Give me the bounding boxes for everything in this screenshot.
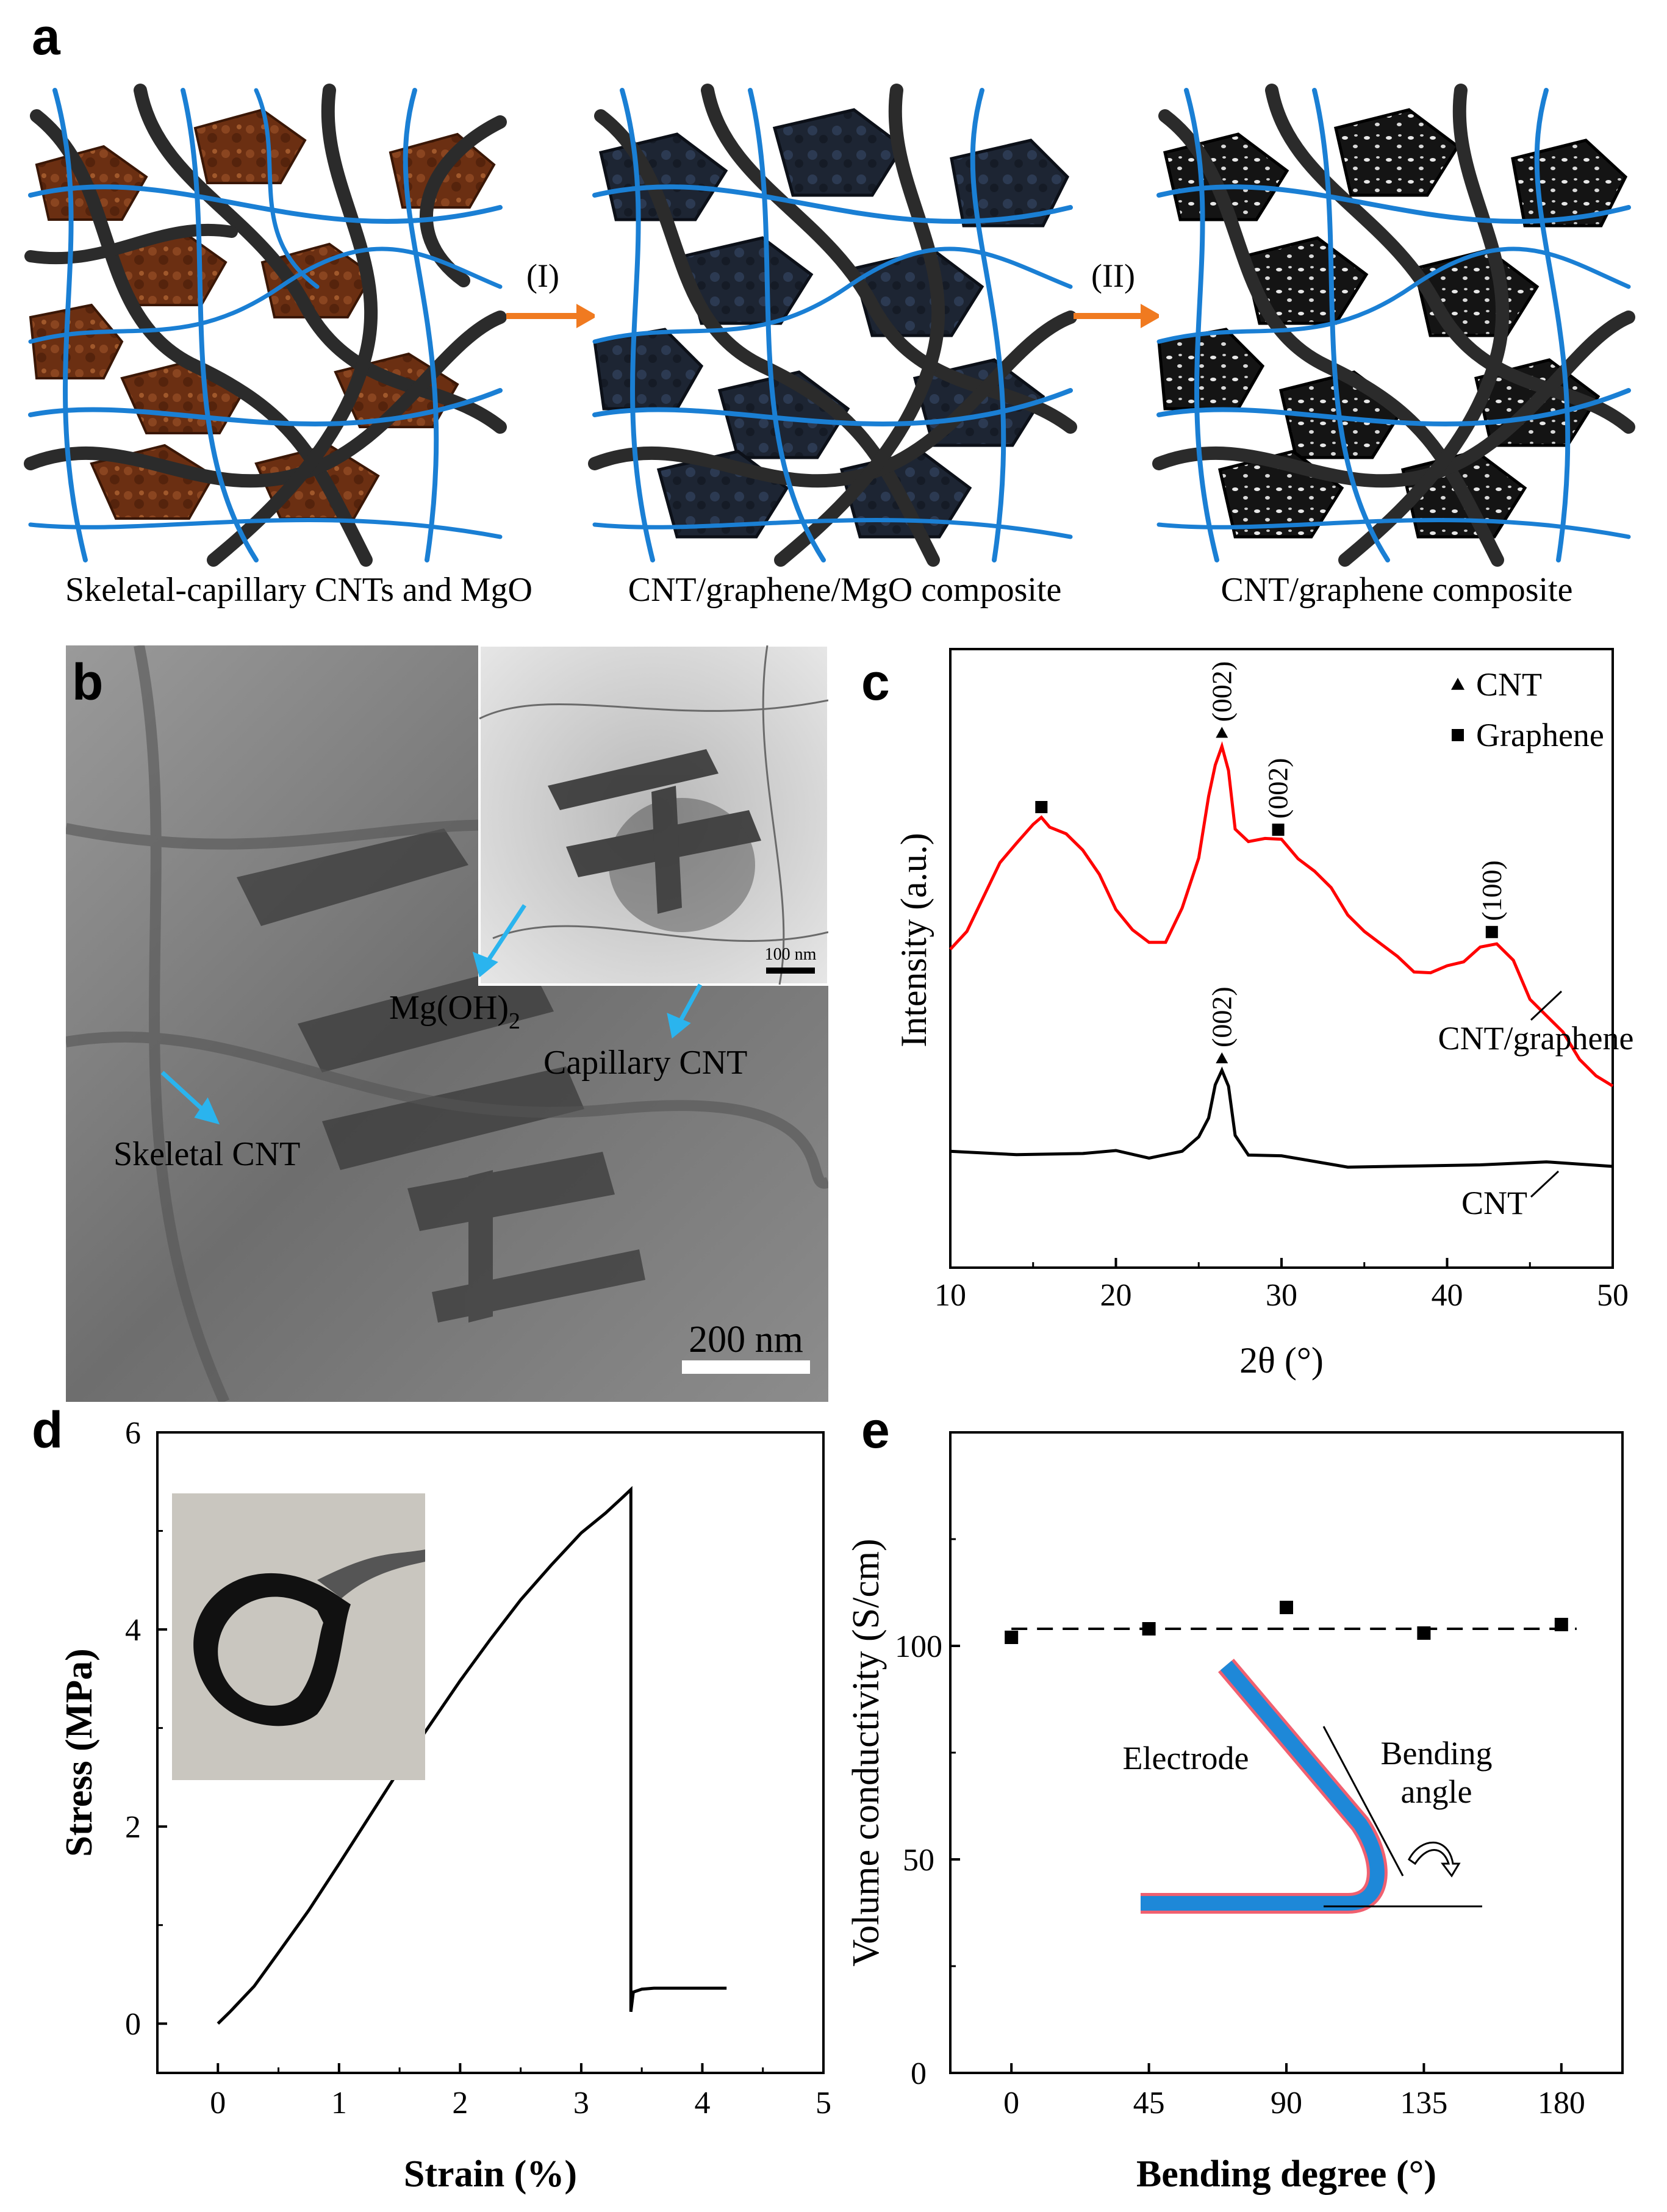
y-tick-label: 6 <box>125 1416 141 1451</box>
peak-label: (100) <box>1476 860 1507 921</box>
series-line-cnt <box>950 1066 1613 1169</box>
square-marker <box>1485 925 1498 938</box>
illustration-cnt-graphene <box>1152 84 1635 567</box>
series-label-cnt-graphene: CNT/graphene <box>1438 1020 1634 1057</box>
x-axis-label: 2θ (°) <box>1239 1340 1324 1381</box>
legend-label-graphene: Graphene <box>1476 717 1604 753</box>
series-label-pointer <box>1530 990 1563 1021</box>
x-tick-label: 20 <box>1100 1278 1132 1313</box>
panel-d-stress-strain-chart: 0 1 2 3 4 5 0 2 4 6 Strain (%) Stress (MPa) <box>59 1416 831 2195</box>
step-two-label: (II) <box>1091 257 1135 294</box>
y-tick-label: 100 <box>895 1629 942 1664</box>
caption-cnt-graphene: CNT/graphene composite <box>1221 571 1573 609</box>
y-tick-label: 2 <box>125 1810 141 1845</box>
mgoh2-label: Mg(OH)2 <box>389 989 520 1034</box>
data-point <box>1417 1626 1431 1640</box>
panel-e-conductivity-chart: 0 45 90 135 180 0 50 100 Bending degree (°) Volum… <box>848 1431 1624 2195</box>
panel-a-letter: a <box>32 8 60 65</box>
x-axis-label: Bending degree (°) <box>1136 2153 1436 2195</box>
x-tick-label: 40 <box>1432 1278 1463 1313</box>
step-one-label: (I) <box>526 257 559 294</box>
x-tick-label: 135 <box>1400 2086 1447 2120</box>
inset-photo <box>172 1493 425 1780</box>
tweezer-shape <box>317 1549 425 1598</box>
electrode-strip <box>1141 1661 1385 1911</box>
x-tick-label: 1 <box>331 2086 347 2120</box>
step-one-arrow <box>506 304 598 328</box>
data-point <box>1005 1631 1019 1644</box>
x-axis-label: Strain (%) <box>404 2153 577 2195</box>
x-tick-label: 45 <box>1133 2086 1165 2120</box>
y-axis-label: Stress (MPa) <box>59 1648 100 1856</box>
panel-b-letter: b <box>72 653 104 711</box>
film-loop-hole <box>218 1596 323 1706</box>
panel-d-letter: d <box>32 1401 63 1459</box>
y-axis-label: Intensity (a.u.) <box>894 833 934 1047</box>
main-scale-label: 200 nm <box>689 1319 803 1360</box>
panel-b-tem-image: 100 nm Mg(OH)2 Capillary CNT Skeletal CN… <box>66 645 828 1402</box>
legend-square-marker <box>1452 729 1464 741</box>
x-tick-label: 180 <box>1538 2086 1585 2120</box>
data-point <box>1554 1618 1568 1631</box>
peak-label: (002) <box>1263 758 1294 819</box>
angle-arrow-icon <box>1408 1841 1461 1878</box>
panel-c-xrd-chart: 10 20 30 40 50 2θ (°) Intensity (a.u.) (002) (00… <box>894 648 1634 1381</box>
x-tick-label: 2 <box>452 2086 468 2120</box>
peak-label: (002) <box>1206 986 1237 1047</box>
data-point <box>1280 1601 1293 1614</box>
y-tick-label: 0 <box>911 2056 927 2091</box>
x-tick-label: 30 <box>1266 1278 1297 1313</box>
y-tick-label: 4 <box>125 1613 141 1648</box>
bending-angle-label-line-2: angle <box>1401 1773 1472 1810</box>
x-tick-label: 4 <box>694 2086 710 2120</box>
series-label-pointer <box>1530 1170 1560 1198</box>
plot-frame <box>156 1431 825 2074</box>
panel-e-letter: e <box>861 1401 890 1459</box>
x-tick-label: 5 <box>816 2086 831 2120</box>
capillary-cnt-label: Capillary CNT <box>543 1044 747 1082</box>
x-tick-label: 50 <box>1597 1278 1629 1313</box>
x-tick-label: 0 <box>210 2086 226 2120</box>
annotation-arrows <box>160 904 703 1125</box>
illustration-cnt-mgo <box>24 84 507 567</box>
electrode-label: Electrode <box>1123 1740 1249 1776</box>
y-axis-label: Volume conductivity (S/cm) <box>848 1539 887 1966</box>
illustration-cnt-graphene-mgo <box>588 84 1077 567</box>
step-two-arrow <box>1074 304 1162 328</box>
panel-c-letter: c <box>861 653 890 711</box>
panel-a-illustration: (I) <box>24 84 1635 567</box>
legend-label-cnt: CNT <box>1476 666 1542 703</box>
series-label-cnt: CNT <box>1461 1185 1527 1221</box>
peak-label: (002) <box>1206 661 1237 722</box>
inset-scale-label: 100 nm <box>765 945 817 964</box>
main-scale-bar <box>682 1360 810 1374</box>
legend-triangle-marker <box>1451 678 1464 690</box>
caption-cnt-graphene-mgo: CNT/graphene/MgO composite <box>628 571 1062 609</box>
series-line-cnt-graphene <box>949 741 1614 1088</box>
stress-strain-line <box>217 1485 727 2025</box>
y-tick-label: 0 <box>125 2007 141 2042</box>
inset-tem-image: 100 nm <box>478 645 828 986</box>
x-tick-label: 3 <box>573 2086 589 2120</box>
triangle-marker <box>1216 727 1228 738</box>
caption-cnt-mgo: Skeletal-capillary CNTs and MgO <box>65 571 532 609</box>
data-point <box>1142 1622 1156 1636</box>
square-marker <box>1035 801 1048 813</box>
x-tick-label: 90 <box>1271 2086 1302 2120</box>
x-tick-label: 10 <box>934 1278 966 1313</box>
skeletal-cnt-label: Skeletal CNT <box>113 1135 300 1173</box>
triangle-marker <box>1216 1052 1228 1063</box>
angle-line <box>1322 1726 1404 1876</box>
y-tick-label: 50 <box>903 1843 934 1878</box>
square-marker <box>1272 824 1285 836</box>
x-tick-label: 0 <box>1003 2086 1019 2120</box>
bending-angle-label-line-1: Bending <box>1381 1735 1493 1772</box>
